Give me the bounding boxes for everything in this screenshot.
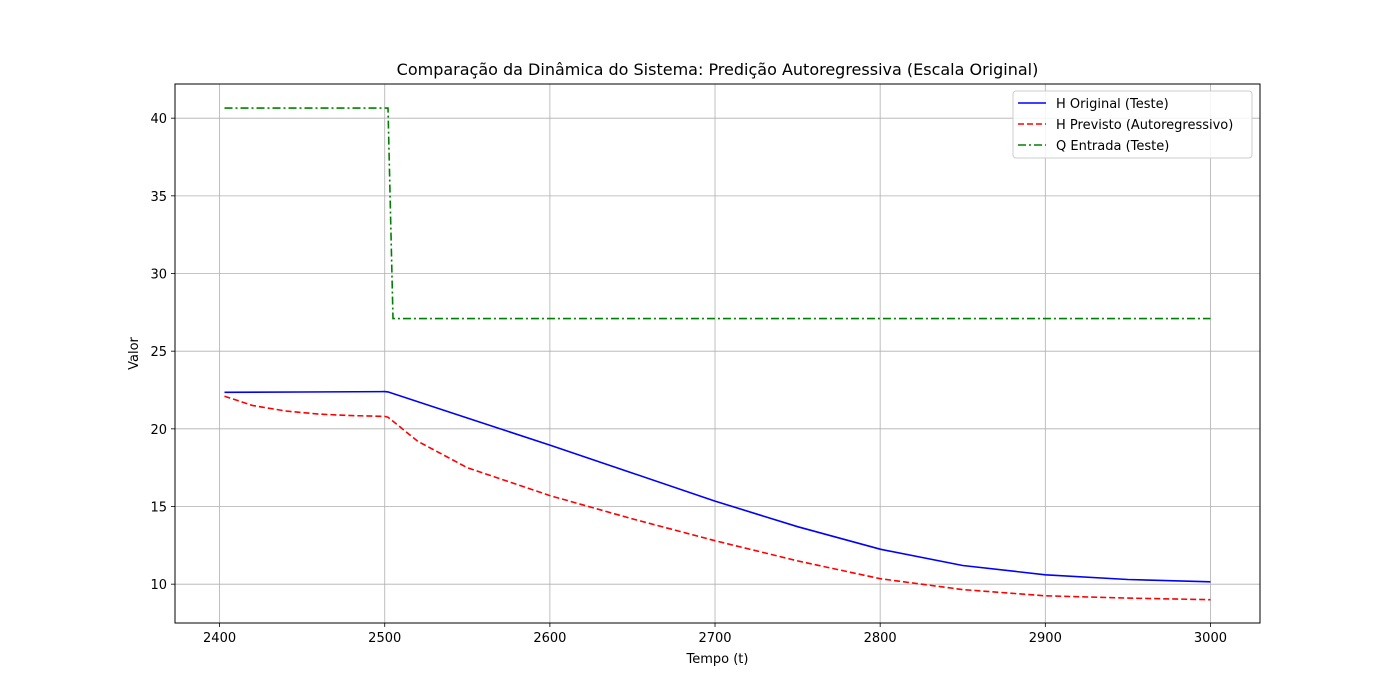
x-tick-label: 2500 <box>368 631 401 646</box>
x-axis-label: Tempo (t) <box>686 652 749 667</box>
y-tick-label: 30 <box>150 268 167 283</box>
y-tick-label: 25 <box>150 345 167 360</box>
y-tick-label: 10 <box>150 578 167 593</box>
series-line-3 <box>224 107 1211 320</box>
x-tick-label: 2900 <box>1029 631 1062 646</box>
series-line-1 <box>224 390 1211 583</box>
x-tick-label: 2800 <box>864 631 897 646</box>
plot-area-frame <box>174 83 1261 624</box>
y-axis-label: Valor <box>127 336 142 369</box>
axis-ticks: 2400 2500 2600 2700 2800 2900 3000 10 15 20 25 30 35… <box>150 112 1227 646</box>
x-tick-label: 2700 <box>698 631 731 646</box>
series-lines <box>224 107 1211 601</box>
x-tick-label: 2600 <box>533 631 566 646</box>
x-tick-label: 2400 <box>203 631 236 646</box>
legend: H Original (Teste) H Previsto (Autoregres… <box>1012 90 1253 159</box>
series-line-2 <box>224 395 1211 601</box>
y-tick-label: 35 <box>150 190 167 205</box>
legend-label-3: Q Entrada (Teste) <box>1056 139 1169 154</box>
x-tick-label: 3000 <box>1194 631 1227 646</box>
chart-title: Comparação da Dinâmica do Sistema: Predi… <box>397 60 1039 79</box>
y-tick-label: 40 <box>150 112 167 127</box>
y-tick-label: 15 <box>150 501 167 516</box>
legend-label-2: H Previsto (Autoregressivo) <box>1056 118 1233 133</box>
grid <box>175 84 1260 623</box>
legend-label-1: H Original (Teste) <box>1056 97 1169 112</box>
y-tick-label: 20 <box>150 423 167 438</box>
legend-box <box>1012 90 1253 159</box>
